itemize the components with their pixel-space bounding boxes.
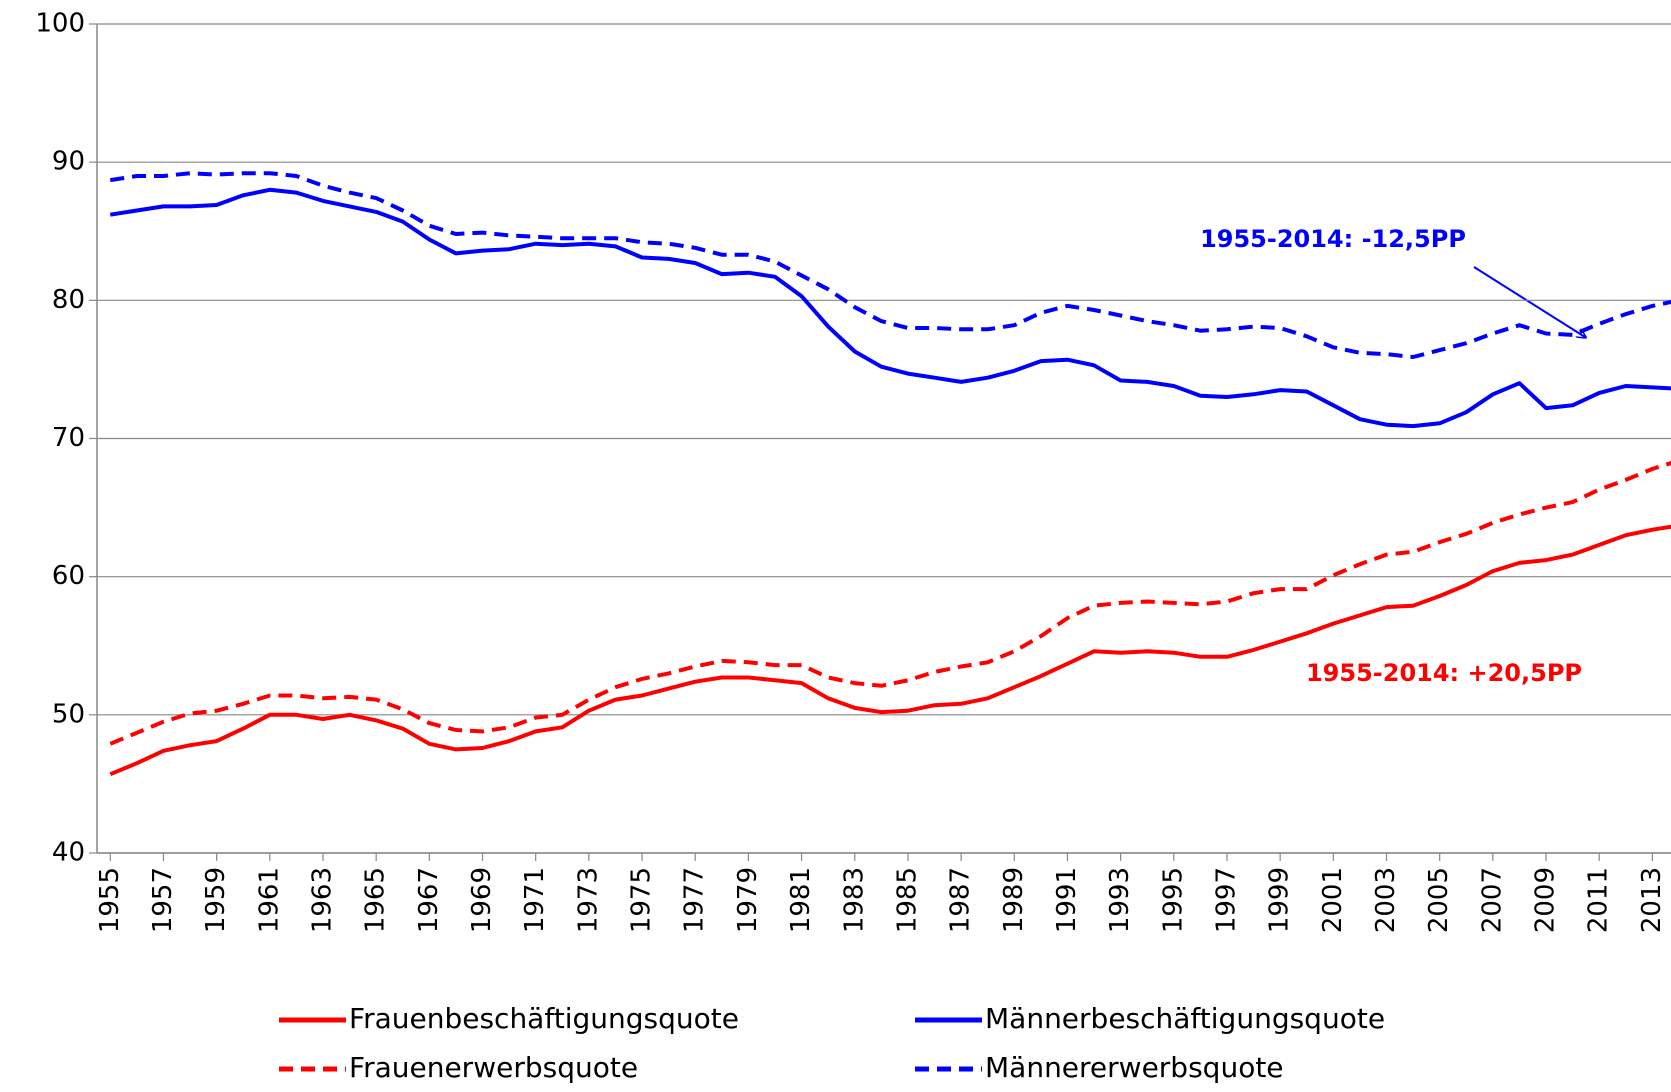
x-tick-label: 1969	[467, 867, 497, 933]
x-tick-label: 2011	[1584, 867, 1614, 933]
x-tick-label: 2009	[1531, 867, 1561, 933]
x-tick-label: 1985	[892, 867, 922, 933]
line-series	[109, 171, 1671, 359]
x-tick-label: 1987	[946, 867, 976, 933]
x-tick-label: 2013	[1637, 867, 1667, 933]
y-tick-label: 60	[52, 561, 85, 591]
x-tick-label: 2007	[1477, 867, 1507, 933]
x-tick-label: 1959	[201, 867, 231, 933]
x-tick-label: 1957	[148, 867, 178, 933]
x-tick-label: 1997	[1211, 867, 1241, 933]
line-series	[109, 461, 1671, 746]
x-tick-label: 1967	[414, 867, 444, 933]
y-tick-label: 100	[35, 9, 85, 39]
x-tick-label: 1977	[680, 867, 710, 933]
x-tick-label: 1989	[999, 867, 1029, 933]
x-tick-label: 1963	[307, 867, 337, 933]
x-tick-label: 2001	[1318, 867, 1348, 933]
x-tick-label: 1979	[733, 867, 763, 933]
y-tick-label: 50	[52, 699, 85, 729]
y-tick-label: 80	[52, 285, 85, 315]
x-tick-label: 1965	[361, 867, 391, 933]
x-tick-label: 1993	[1105, 867, 1135, 933]
x-tick-label: 1999	[1265, 867, 1295, 933]
line-series	[109, 187, 1671, 429]
x-tick-label: 1983	[839, 867, 869, 933]
line-series	[109, 524, 1671, 777]
x-tick-label: 1973	[573, 867, 603, 933]
annotation: 1955-2014: -12,5PP	[1200, 225, 1466, 253]
legend-label: Frauenerwerbsquote	[349, 1051, 638, 1084]
annotation-arrow	[1473, 266, 1585, 337]
x-tick-label: 2005	[1424, 867, 1454, 933]
x-tick-label: 1995	[1158, 867, 1188, 933]
legend-label: Männerbeschäftigungsquote	[985, 1002, 1385, 1035]
y-tick-label: 40	[52, 838, 85, 868]
x-tick-label: 1955	[95, 867, 125, 933]
legend-label: Frauenbeschäftigungsquote	[349, 1002, 739, 1035]
x-tick-label: 1991	[1052, 867, 1082, 933]
legend-label: Männererwerbsquote	[985, 1051, 1284, 1084]
x-tick-label: 2003	[1371, 867, 1401, 933]
y-tick-label: 70	[52, 423, 85, 453]
x-tick-label: 1975	[627, 867, 657, 933]
x-tick-label: 1971	[520, 867, 550, 933]
annotation: 1955-2014: +20,5PP	[1306, 659, 1582, 687]
x-tick-label: 1981	[786, 867, 816, 933]
x-tick-label: 1961	[254, 867, 284, 933]
y-tick-label: 90	[52, 147, 85, 177]
